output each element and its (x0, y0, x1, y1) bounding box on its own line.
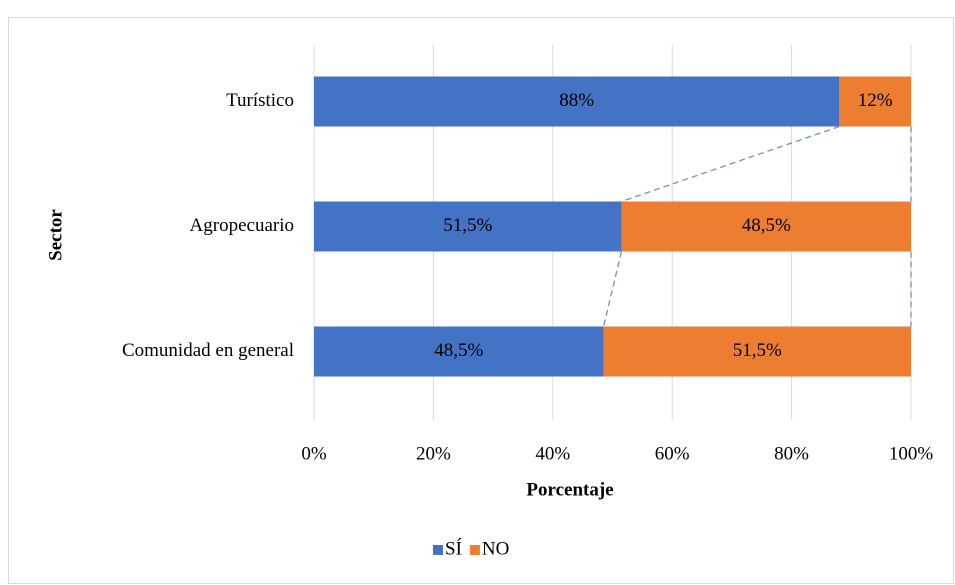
bar (621, 201, 911, 252)
data-label: 51,5% (443, 215, 492, 236)
x-tick-label: 80% (774, 443, 809, 464)
bar (839, 76, 911, 127)
x-axis-title: Porcentaje (526, 479, 613, 500)
data-label: 51,5% (733, 340, 782, 361)
x-tick-label: 0% (301, 443, 327, 464)
legend-label: NO (482, 538, 509, 559)
bar (314, 76, 840, 127)
data-label: 88% (559, 90, 594, 111)
series-line (621, 125, 840, 203)
bar (314, 326, 604, 377)
legend-swatch (433, 545, 443, 555)
x-tick-label: 100% (889, 443, 934, 464)
y-tick-label: Agropecuario (190, 215, 294, 236)
y-tick-label: Turístico (226, 90, 294, 111)
x-tick-label: 40% (535, 443, 570, 464)
data-label: 12% (858, 90, 893, 111)
legend-swatch (469, 545, 480, 555)
bar (314, 201, 622, 252)
bar (603, 326, 911, 377)
x-tick-label: 20% (416, 443, 451, 464)
series-line (602, 251, 623, 327)
y-tick-label: Comunidad en general (122, 340, 294, 361)
data-label: 48,5% (434, 340, 483, 361)
legend-label: SÍ (445, 537, 462, 559)
y-axis-title: Sector (45, 209, 66, 261)
data-label: 48,5% (742, 215, 791, 236)
x-tick-label: 60% (655, 443, 690, 464)
